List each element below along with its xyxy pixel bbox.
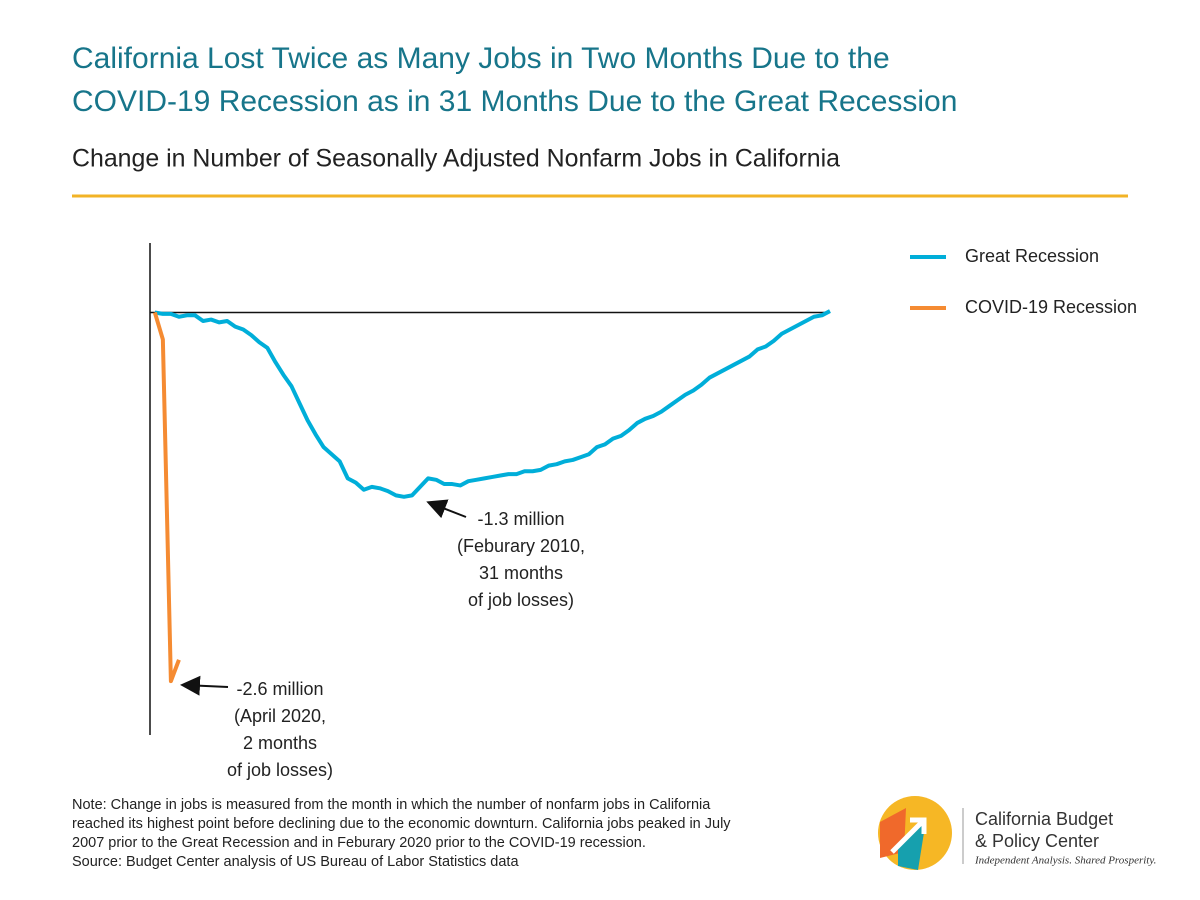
- annotation: (Feburary 2010,: [457, 536, 585, 556]
- annotation: of job losses): [468, 590, 574, 610]
- series-line: [154, 309, 831, 499]
- annotation: 31 months: [479, 563, 563, 583]
- note: Source: Budget Center analysis of US Bur…: [72, 854, 519, 870]
- annotation: -1.3 million: [477, 509, 564, 529]
- chart-title: California Lost Twice as Many Jobs in Tw…: [72, 42, 890, 75]
- legend-label: Great Recession: [965, 246, 1099, 266]
- logo-tagline: Independent Analysis. Shared Prosperity.: [974, 855, 1156, 867]
- annotation: (April 2020,: [234, 706, 326, 726]
- chart-subtitle: Change in Number of Seasonally Adjusted …: [72, 145, 840, 173]
- note: reached its highest point before declini…: [72, 816, 731, 832]
- logo: California Budget & Policy Center Indepe…: [878, 796, 1156, 870]
- annotation: 2 months: [243, 733, 317, 753]
- logo-text: California Budget: [975, 809, 1113, 829]
- logo-shape: [898, 820, 926, 870]
- logo-text: & Policy Center: [975, 831, 1099, 851]
- arrow: [426, 499, 467, 519]
- chart-title: COVID-19 Recession as in 31 Months Due t…: [72, 85, 957, 118]
- annotation: -2.6 million: [236, 679, 323, 699]
- spacer: [412, 498, 438, 503]
- arrow: [180, 675, 229, 696]
- logo-arrow: [890, 817, 927, 854]
- note: Note: Change in jobs is measured from th…: [72, 797, 711, 813]
- annotation: of job losses): [227, 760, 333, 780]
- note: 2007 prior to the Great Recession and in…: [72, 835, 646, 851]
- series-line: [152, 311, 181, 684]
- legend-label: COVID-19 Recession: [965, 297, 1137, 317]
